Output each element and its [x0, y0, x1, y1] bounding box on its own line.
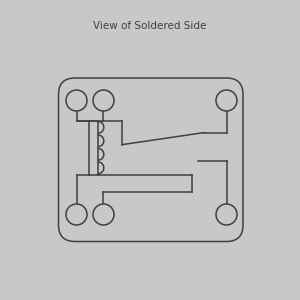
Circle shape [216, 204, 237, 225]
Circle shape [66, 90, 87, 111]
Circle shape [216, 90, 237, 111]
Circle shape [66, 204, 87, 225]
Text: View of Soldered Side: View of Soldered Side [93, 21, 207, 31]
Circle shape [93, 204, 114, 225]
FancyBboxPatch shape [58, 78, 243, 242]
Circle shape [93, 90, 114, 111]
